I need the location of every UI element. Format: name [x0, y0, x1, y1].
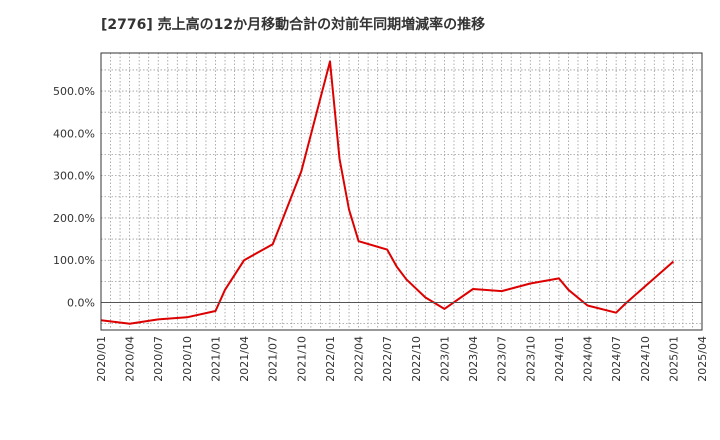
- label-layer: 0.0% 100.0% 200.0% 300.0% 400.0% 500.0% 2020/0…: [53, 85, 709, 382]
- plot-border: [100, 52, 703, 331]
- x-tick-label: 2024/07: [610, 336, 623, 382]
- x-tick-label: 2020/04: [124, 336, 137, 382]
- x-tick-label: 2024/01: [553, 336, 566, 382]
- x-tick-label: 2023/01: [438, 336, 451, 382]
- x-tick-label: 2021/01: [209, 336, 222, 382]
- series-line: [100, 60, 675, 325]
- x-tick-label: 2023/10: [524, 336, 537, 382]
- y-tick-label: 500.0%: [53, 85, 95, 98]
- x-tick-label: 2022/04: [353, 336, 366, 382]
- axis-layer: [100, 52, 703, 331]
- grid-layer: [100, 53, 703, 330]
- y-tick-label: 300.0%: [53, 170, 95, 183]
- x-tick-label: 2021/04: [238, 336, 251, 382]
- x-tick-label: 2023/07: [496, 336, 509, 382]
- x-tick-label: 2025/01: [667, 336, 680, 382]
- x-tick-label: 2023/04: [467, 336, 480, 382]
- x-tick-label: 2022/10: [410, 336, 423, 382]
- x-tick-label: 2024/10: [639, 336, 652, 382]
- y-tick-label: 100.0%: [53, 254, 95, 267]
- plot-background: [101, 53, 702, 330]
- x-tick-label: 2021/10: [295, 336, 308, 382]
- x-tick-label: 2022/01: [324, 336, 337, 382]
- y-tick-label: 400.0%: [53, 127, 95, 140]
- chart-title: [2776] 売上高の12か月移動合計の対前年同期増減率の推移: [101, 17, 486, 33]
- x-tick-label: 2020/07: [152, 336, 165, 382]
- x-tick-label: 2020/01: [95, 336, 108, 382]
- x-tick-label: 2025/04: [696, 336, 709, 382]
- x-tick-label: 2020/10: [181, 336, 194, 382]
- y-tick-label: 0.0%: [67, 297, 95, 310]
- series-layer: [100, 60, 675, 325]
- y-tick-label: 200.0%: [53, 212, 95, 225]
- x-tick-label: 2021/07: [267, 336, 280, 382]
- x-tick-label: 2022/07: [381, 336, 394, 382]
- x-tick-label: 2024/04: [582, 336, 595, 382]
